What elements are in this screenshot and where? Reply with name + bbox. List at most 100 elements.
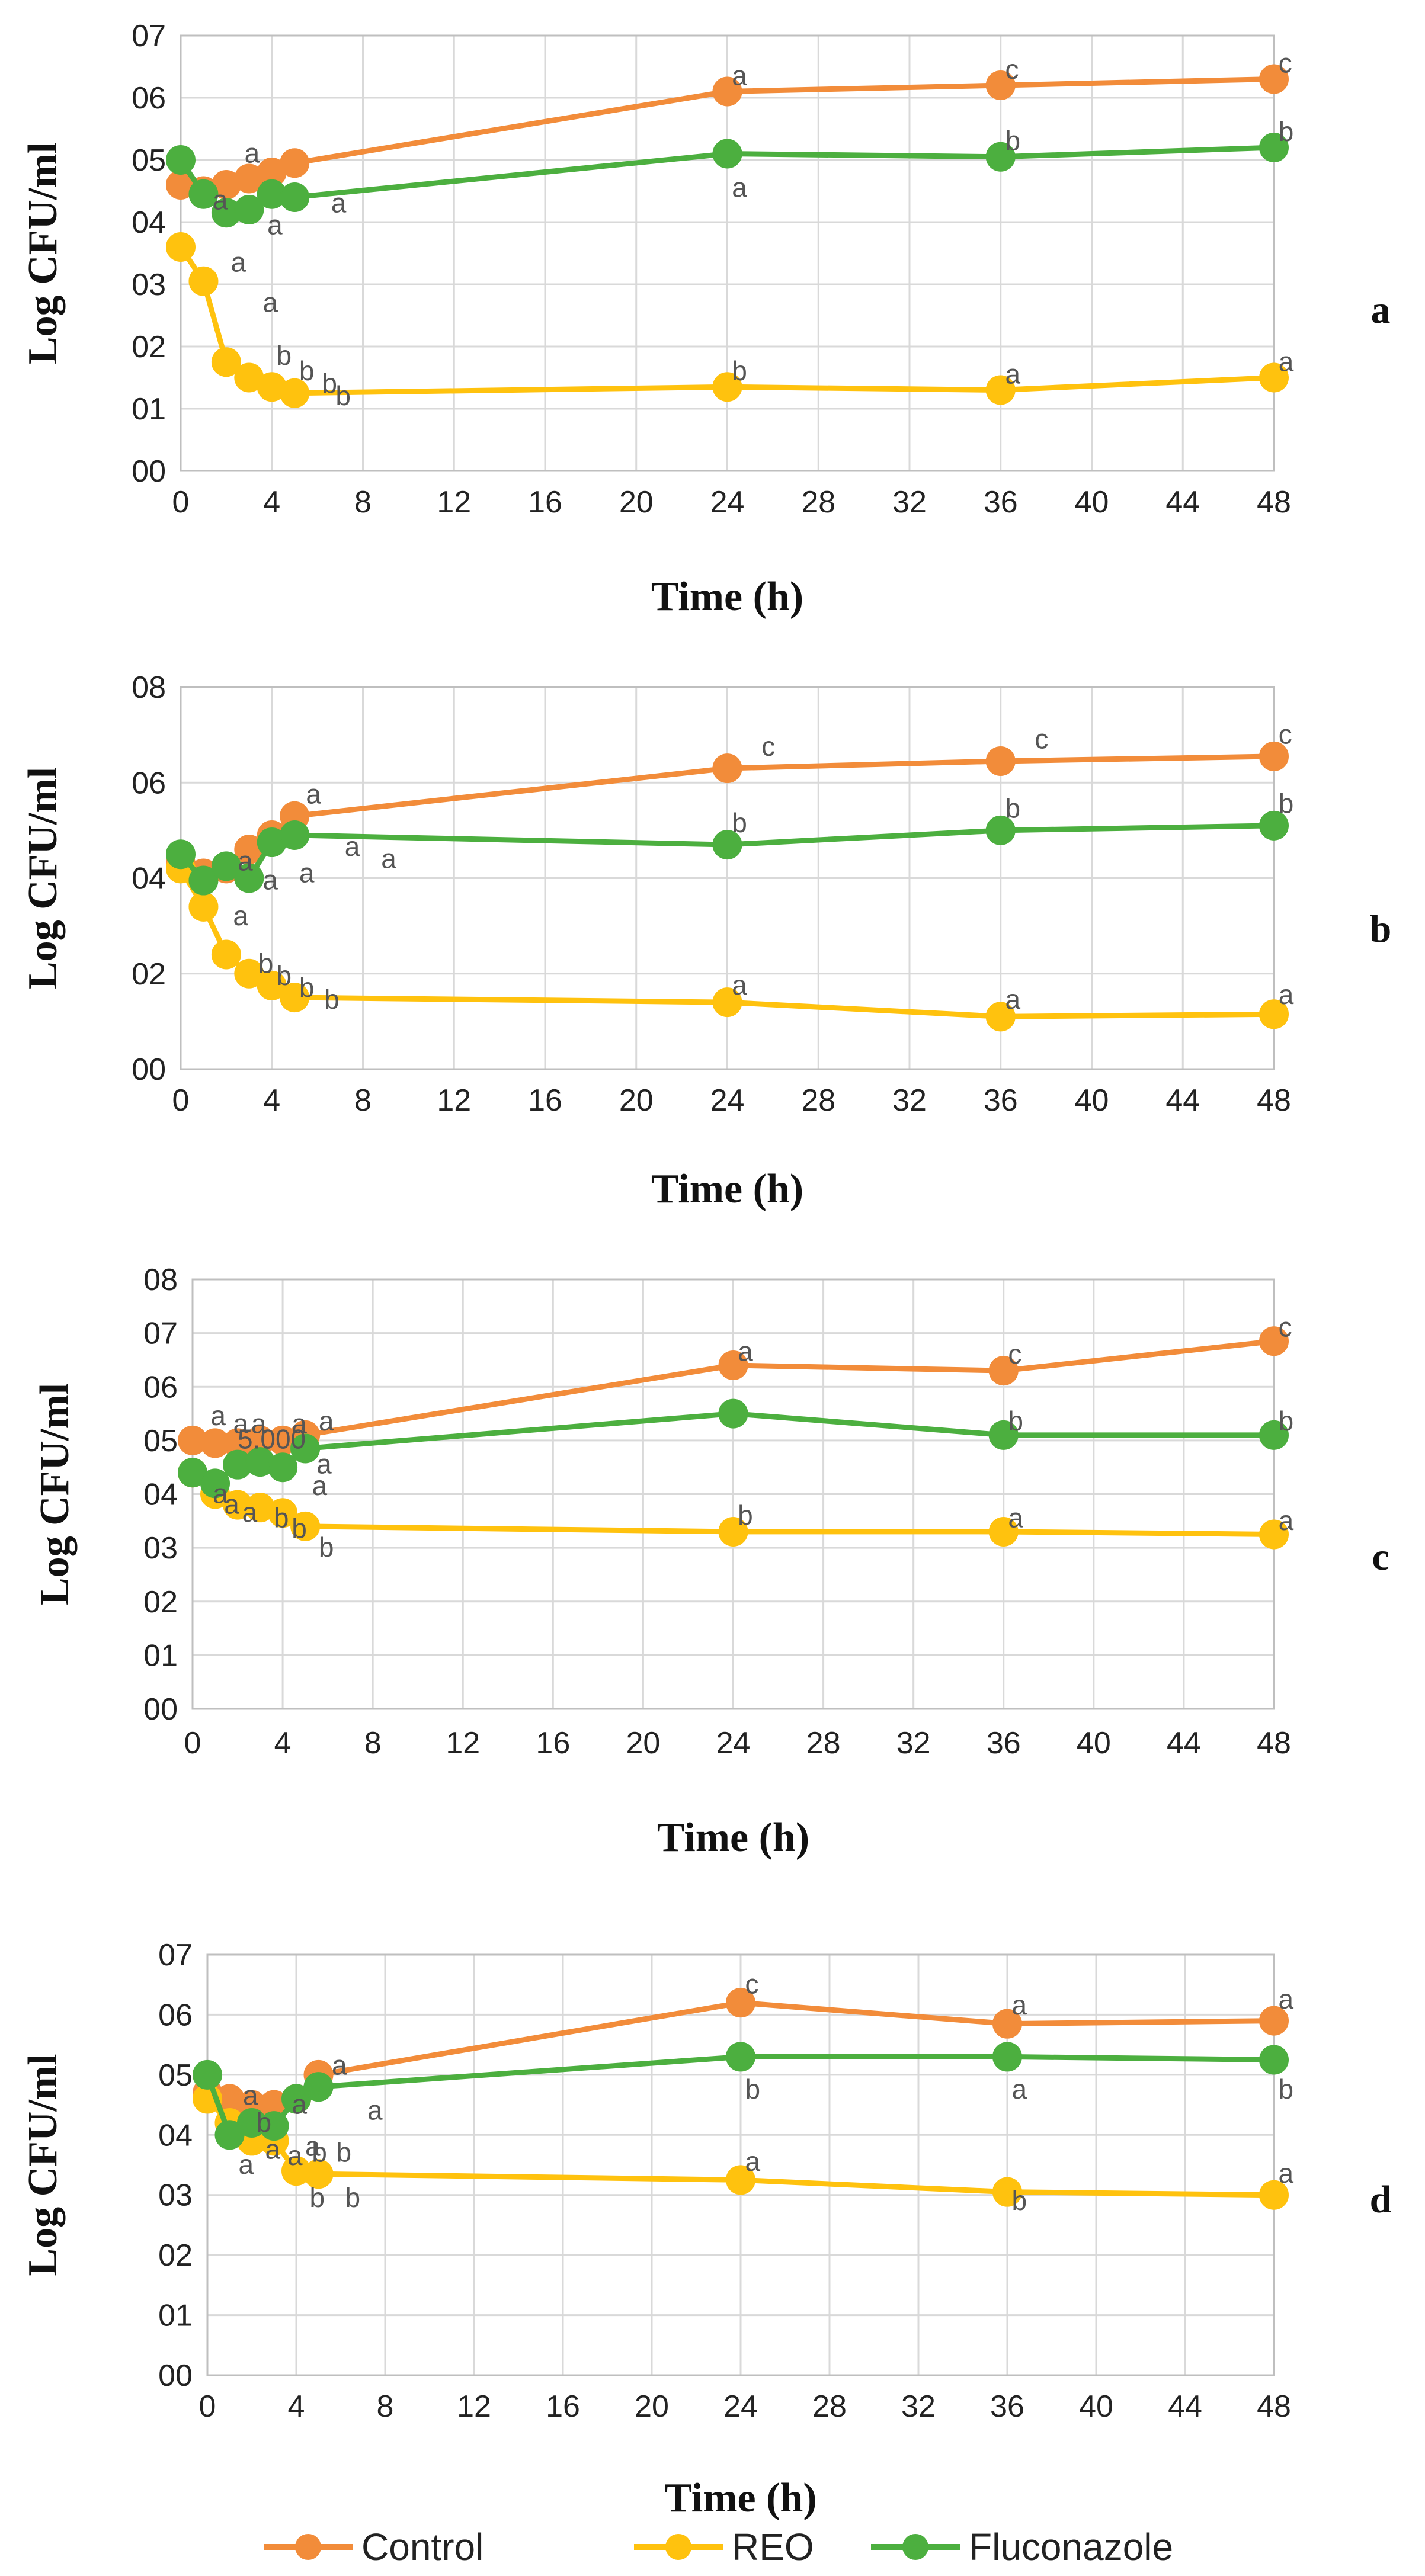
x-tick-label: 12 bbox=[457, 2389, 491, 2424]
significance-label: b bbox=[276, 340, 292, 371]
series-control: a a c c bbox=[166, 47, 1292, 206]
x-tick-label: 32 bbox=[896, 1726, 931, 1760]
data-point bbox=[290, 1433, 321, 1464]
data-point bbox=[1259, 741, 1289, 771]
x-tick-label: 28 bbox=[801, 485, 835, 519]
x-tick-label: 24 bbox=[716, 1726, 751, 1760]
data-point bbox=[988, 1420, 1019, 1450]
x-tick-label: 48 bbox=[1257, 2389, 1291, 2424]
significance-label: a bbox=[1279, 979, 1294, 1010]
chart-panel-c: 0 4 8 12 16 20 24 28 32 36 40 44 4800010203040506070… bbox=[32, 1263, 1389, 1860]
x-tick-label: 40 bbox=[1079, 2389, 1113, 2424]
data-point bbox=[988, 1356, 1019, 1386]
significance-label: a bbox=[245, 138, 260, 169]
y-tick-label: 04 bbox=[132, 206, 166, 240]
data-point bbox=[985, 70, 1016, 100]
significance-label: b bbox=[732, 355, 747, 386]
legend-label: REO bbox=[732, 2526, 814, 2568]
legend-marker bbox=[665, 2534, 691, 2560]
data-point bbox=[718, 1516, 748, 1547]
series-fluconazole: aa aa ab b b bbox=[166, 788, 1293, 896]
data-point bbox=[985, 1002, 1016, 1032]
significance-label: a bbox=[1279, 2158, 1294, 2189]
x-axis-title: Time (h) bbox=[651, 1166, 803, 1212]
significance-label: a bbox=[732, 172, 747, 203]
x-tick-label: 36 bbox=[984, 485, 1018, 519]
significance-label: a bbox=[732, 970, 747, 1000]
significance-label: b bbox=[345, 2182, 361, 2213]
legend-marker bbox=[902, 2534, 928, 2560]
x-tick-label: 32 bbox=[892, 1083, 927, 1118]
x-tick-label: 24 bbox=[723, 2389, 758, 2424]
significance-label: b bbox=[745, 2074, 761, 2105]
y-tick-label: 03 bbox=[132, 268, 166, 302]
data-point bbox=[985, 815, 1016, 845]
significance-label: c bbox=[1035, 724, 1048, 755]
significance-label: a bbox=[224, 1489, 239, 1520]
significance-label: b bbox=[1279, 788, 1294, 819]
significance-label: b bbox=[738, 1500, 753, 1531]
data-point bbox=[303, 2159, 334, 2189]
y-tick-label: 04 bbox=[143, 1478, 178, 1512]
y-tick-label: 06 bbox=[143, 1370, 178, 1404]
panel-letter: d bbox=[1370, 2178, 1392, 2221]
y-tick-label: 00 bbox=[132, 1053, 166, 1087]
significance-label: a bbox=[238, 845, 253, 876]
data-point bbox=[290, 1511, 321, 1541]
x-tick-label: 8 bbox=[354, 1083, 372, 1118]
significance-label: a bbox=[306, 778, 321, 809]
y-tick-label: 03 bbox=[143, 1531, 178, 1566]
data-point bbox=[280, 182, 310, 212]
significance-label: b bbox=[337, 2137, 352, 2168]
significance-label: b bbox=[1012, 2185, 1027, 2216]
data-point bbox=[992, 2009, 1022, 2039]
y-tick-label: 06 bbox=[158, 1998, 193, 2032]
data-point bbox=[992, 2042, 1022, 2072]
data-point bbox=[1259, 999, 1289, 1029]
x-tick-label: 8 bbox=[377, 2389, 394, 2424]
x-tick-label: 32 bbox=[901, 2389, 936, 2424]
significance-label: b bbox=[312, 2137, 327, 2168]
significance-label: a bbox=[367, 2095, 383, 2126]
significance-label: a bbox=[210, 1400, 226, 1431]
significance-label: a bbox=[299, 857, 315, 888]
x-tick-label: 20 bbox=[619, 485, 654, 519]
data-point bbox=[200, 1468, 230, 1499]
significance-label: c bbox=[745, 1969, 759, 2000]
x-tick-label: 0 bbox=[199, 2389, 216, 2424]
significance-label: b bbox=[1279, 2074, 1294, 2105]
data-point bbox=[188, 865, 219, 896]
x-tick-label: 28 bbox=[812, 2389, 847, 2424]
significance-label: c bbox=[1279, 719, 1292, 750]
legend-item-fluconazole: Fluconazole bbox=[871, 2526, 1173, 2568]
significance-label: b bbox=[276, 960, 292, 991]
data-point bbox=[188, 891, 219, 922]
data-point bbox=[211, 939, 241, 970]
series-reo: ab b b b a a a bbox=[166, 854, 1294, 1032]
significance-label: a bbox=[319, 1406, 334, 1436]
x-tick-label: 28 bbox=[801, 1083, 835, 1118]
data-point bbox=[1259, 64, 1289, 94]
significance-label: b bbox=[299, 355, 315, 386]
y-tick-label: 05 bbox=[132, 143, 166, 178]
x-tick-label: 12 bbox=[437, 1083, 471, 1118]
x-tick-label: 28 bbox=[806, 1726, 841, 1760]
x-tick-label: 16 bbox=[546, 2389, 580, 2424]
significance-label: c bbox=[1279, 1312, 1292, 1343]
significance-label: a bbox=[312, 1470, 328, 1501]
y-tick-label: 01 bbox=[158, 2299, 193, 2333]
x-tick-label: 36 bbox=[984, 1083, 1018, 1118]
data-point bbox=[985, 746, 1016, 776]
x-tick-label: 4 bbox=[274, 1726, 292, 1760]
significance-label: b bbox=[274, 1502, 289, 1533]
significance-label: a bbox=[233, 1409, 248, 1439]
data-point bbox=[268, 1498, 298, 1528]
y-tick-label: 08 bbox=[132, 671, 166, 705]
significance-label: a bbox=[213, 184, 228, 215]
significance-label: a bbox=[332, 2050, 347, 2081]
x-tick-label: 0 bbox=[172, 485, 190, 519]
data-point bbox=[726, 1988, 755, 2018]
x-tick-label: 16 bbox=[528, 485, 562, 519]
x-tick-label: 12 bbox=[437, 485, 471, 519]
